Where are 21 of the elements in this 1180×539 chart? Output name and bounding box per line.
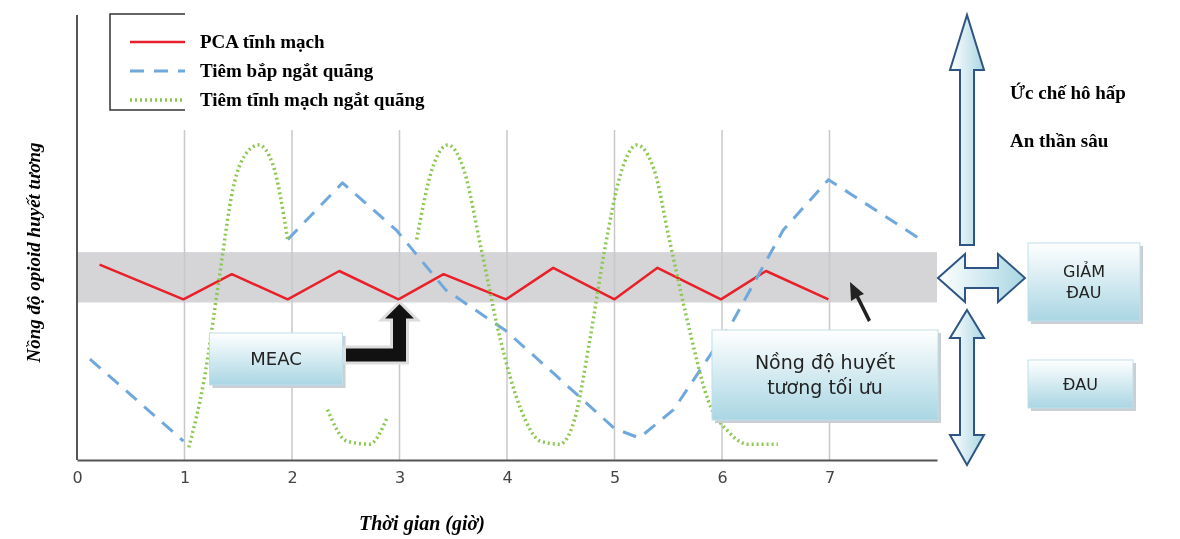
text-box: GIẢM ĐAU bbox=[1027, 242, 1143, 324]
x-tick-label: 1 bbox=[179, 468, 191, 488]
text-box: ĐAU bbox=[1027, 359, 1136, 411]
x-tick-label: 3 bbox=[394, 468, 406, 488]
x-tick-label: 6 bbox=[717, 468, 728, 488]
legend-label: Tiêm bắp ngắt quãng bbox=[200, 60, 374, 81]
text: An thần sâu bbox=[1010, 130, 1109, 151]
band-label: Nồng độ huyết tương tối ưu bbox=[754, 350, 896, 399]
legend-label: Tiêm tĩnh mạch ngắt quãng bbox=[200, 89, 426, 110]
x-tick-label: 5 bbox=[609, 468, 621, 488]
y-axis-title: Nồng độ opioid huyết tương bbox=[23, 142, 44, 364]
text-box: MEAC bbox=[209, 332, 346, 388]
x-tick-label: 4 bbox=[502, 468, 513, 488]
x-axis-title: Thời gian (giờ) bbox=[359, 512, 485, 535]
x-tick-label: 2 bbox=[287, 468, 298, 488]
x-tick-label: 0 bbox=[72, 468, 83, 488]
legend-label: PCA tĩnh mạch bbox=[200, 31, 325, 52]
text-box: Nồng độ huyết tương tối ưu bbox=[711, 329, 941, 423]
x-tick-label: 7 bbox=[824, 468, 836, 488]
text: Ức chế hô hấp bbox=[1010, 82, 1126, 103]
annotation: MEAC bbox=[250, 348, 302, 370]
